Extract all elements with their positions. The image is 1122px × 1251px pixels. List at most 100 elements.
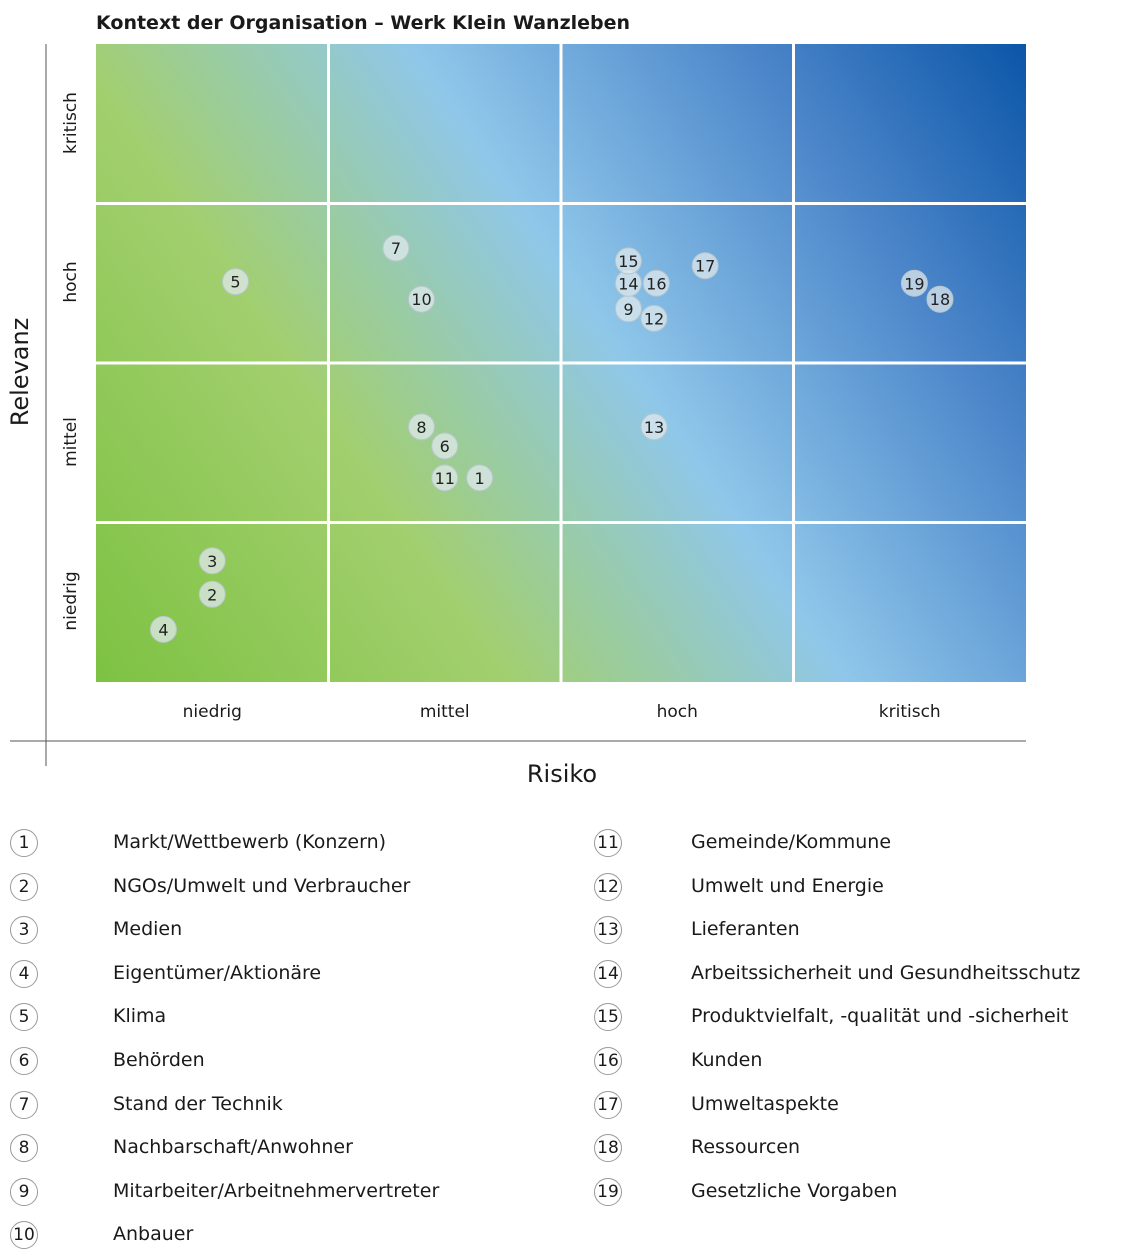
legend-item: 7 Stand der Technik	[10, 1089, 283, 1121]
data-point-marker	[408, 285, 435, 313]
data-point-6: 6	[431, 432, 459, 460]
legend-item: 11 Gemeinde/Kommune	[594, 827, 891, 859]
legend-label: Kunden	[691, 1049, 763, 1071]
legend-label: Ressourcen	[691, 1136, 801, 1159]
legend-item: 12 Umwelt und Energie	[594, 871, 884, 903]
legend-label: NGOs/Umwelt und Verbraucher	[113, 874, 411, 897]
legend-label: Gesetzliche Vorgaben	[691, 1179, 898, 1202]
y-tick-label: kritisch	[61, 91, 81, 154]
y-axis-title: Relevanz	[6, 317, 34, 427]
data-point-label: 2	[207, 585, 217, 604]
legend-number: 3	[10, 916, 38, 945]
legend-item: 19 Gesetzliche Vorgaben	[594, 1176, 897, 1208]
chart-title: Kontext der Organisation – Werk Klein Wa…	[96, 12, 631, 34]
data-point-label: 14	[618, 274, 638, 293]
data-point-marker	[198, 580, 226, 608]
data-point-label: 10	[411, 290, 431, 309]
x-tick-label: hoch	[656, 702, 698, 722]
x-tick-label: kritisch	[878, 702, 941, 722]
data-point-marker	[691, 252, 719, 280]
data-point-label: 6	[440, 437, 450, 456]
legend-item: 16 Kunden	[594, 1045, 762, 1077]
legend-item: 13 Lieferanten	[594, 914, 800, 946]
data-point-8: 8	[408, 413, 435, 441]
data-point-label: 7	[391, 239, 401, 258]
data-point-marker	[640, 304, 668, 332]
data-point-marker	[382, 234, 410, 262]
legend-item: 10 Anbauer	[10, 1219, 193, 1251]
legend-label: Stand der Technik	[113, 1092, 283, 1115]
legend-number: 17	[594, 1090, 622, 1119]
legend-number: 16	[594, 1047, 622, 1075]
data-point-label: 3	[207, 552, 217, 571]
x-tick-label: mittel	[419, 702, 470, 722]
data-point-label: 9	[623, 300, 633, 319]
data-point-9: 9	[614, 295, 642, 323]
data-point-label: 11	[435, 469, 455, 488]
legend-item: 6 Behörden	[10, 1045, 205, 1077]
data-point-label: 1	[475, 469, 485, 488]
data-point-marker	[431, 464, 459, 492]
legend-number: 19	[594, 1177, 622, 1206]
data-point-marker	[642, 269, 670, 297]
legend-item: 17 Umweltaspekte	[594, 1089, 839, 1121]
data-point-label: 12	[644, 309, 664, 328]
data-point-19: 19	[900, 269, 928, 297]
legend-item: 14 Arbeitssicherheit und Gesundheitsschut…	[594, 958, 1080, 990]
data-point-17: 17	[691, 252, 719, 280]
data-point-marker	[198, 547, 226, 575]
data-point-4: 4	[149, 615, 177, 643]
legend-label: Gemeinde/Kommune	[691, 831, 892, 853]
data-point-label: 4	[158, 620, 168, 639]
data-point-marker	[431, 432, 459, 460]
data-point-11: 11	[431, 464, 459, 492]
data-point-7: 7	[382, 234, 410, 262]
legend-item: 4 Eigentümer/Aktionäre	[10, 958, 321, 990]
legend-label: Anbauer	[113, 1223, 194, 1246]
legend-item: 1 Markt/Wettbewerb (Konzern)	[10, 827, 386, 859]
legend-label: Lieferanten	[691, 918, 800, 941]
legend-number: 2	[10, 872, 38, 901]
x-axis-title: Risiko	[526, 760, 598, 788]
data-point-marker	[926, 285, 954, 313]
data-point-10: 10	[408, 285, 435, 313]
data-point-label: 19	[904, 274, 924, 293]
legend-label: Arbeitssicherheit und Gesundheitsschutz	[691, 961, 1081, 984]
data-point-marker	[408, 413, 435, 441]
legend-label: Produktvielfalt, -qualität und -sicherhe…	[691, 1005, 1069, 1028]
data-point-marker	[149, 615, 177, 643]
data-point-18: 18	[926, 285, 954, 313]
legend-label: Eigentümer/Aktionäre	[113, 961, 322, 984]
legend-number: 14	[594, 959, 622, 988]
legend-label: Umweltaspekte	[691, 1092, 839, 1115]
legend-label: Klima	[113, 1005, 167, 1028]
legend-number: 6	[10, 1047, 38, 1075]
data-point-label: 8	[416, 418, 426, 437]
legend-number: 15	[594, 1003, 622, 1032]
data-point-marker	[640, 413, 668, 441]
legend-number: 7	[10, 1090, 38, 1119]
data-point-1: 1	[466, 464, 494, 492]
data-point-15: 15	[614, 247, 642, 275]
data-point-marker	[900, 269, 928, 297]
legend-number: 12	[594, 872, 622, 901]
legend-number: 13	[594, 916, 622, 945]
legend-item: 9 Mitarbeiter/Arbeitnehmervertreter	[10, 1176, 439, 1208]
legend-item: 15 Produktvielfalt, -qualität und -sicher…	[594, 1001, 1068, 1033]
legend-item: 8 Nachbarschaft/Anwohner	[10, 1132, 353, 1164]
data-point-label: 17	[695, 257, 715, 276]
legend-label: Medien	[113, 918, 183, 941]
legend-label: Mitarbeiter/Arbeitnehmervertreter	[113, 1179, 440, 1202]
data-point-marker	[614, 247, 642, 275]
data-point-label: 13	[644, 418, 664, 437]
legend-number: 18	[594, 1134, 622, 1163]
legend-item: 2 NGOs/Umwelt und Verbraucher	[10, 871, 410, 903]
y-tick-label: hoch	[61, 261, 81, 303]
data-point-14: 14	[614, 269, 642, 297]
legend-number: 4	[10, 959, 38, 988]
legend-number: 10	[10, 1221, 38, 1250]
legend-label: Umwelt und Energie	[691, 874, 884, 897]
legend-label: Nachbarschaft/Anwohner	[113, 1136, 353, 1159]
